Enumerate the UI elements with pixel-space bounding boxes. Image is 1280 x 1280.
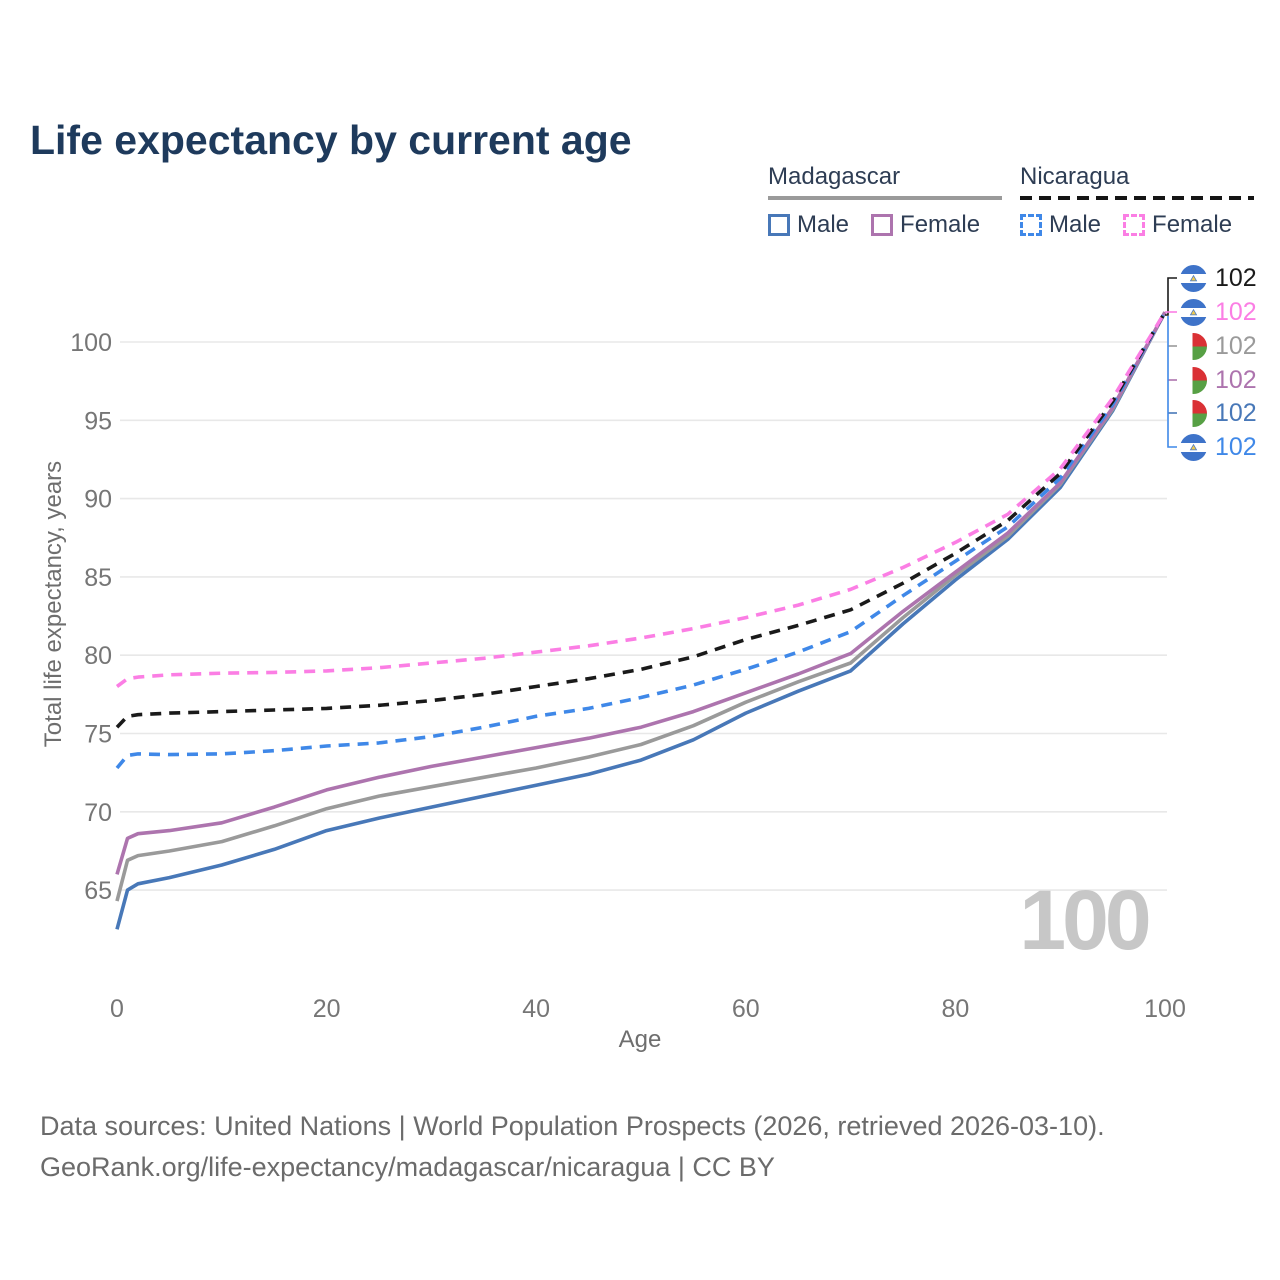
x-tick-label: 20 [313, 995, 341, 1023]
x-axis-title: Age [618, 1026, 662, 1053]
series-end-label-nicaragua-female: 102 [1180, 298, 1257, 326]
series-end-label-madagascar: 102 [1180, 332, 1257, 360]
end-value: 102 [1215, 297, 1257, 326]
age-watermark: 100 [1019, 873, 1151, 967]
series-line-madagascar-male [115, 311, 1167, 930]
legend-label: Male [797, 211, 850, 238]
nicaragua-flag-icon [1180, 298, 1207, 326]
madagascar-female-swatch-icon [871, 214, 894, 236]
series-end-label-nicaragua: 102 [1180, 264, 1257, 292]
y-tick-label: 90 [84, 486, 112, 514]
y-tick-label: 80 [84, 642, 112, 670]
end-label-leader-line [1165, 277, 1177, 316]
end-value: 102 [1215, 331, 1257, 360]
attribution-line: GeoRank.org/life-expectancy/madagascar/n… [40, 1152, 775, 1182]
data-sources-line: Data sources: United Nations | World Pop… [40, 1111, 1105, 1141]
x-tick-label: 40 [522, 995, 550, 1023]
series-line-nicaragua-male [115, 311, 1167, 770]
page-title: Life expectancy by current age [30, 117, 632, 164]
legend-item-nicaragua-male[interactable]: Male [1020, 211, 1101, 239]
end-label-leader-line [1167, 316, 1177, 448]
legend-linestyle-dashed [1020, 196, 1255, 200]
madagascar-flag-icon [1180, 399, 1207, 427]
y-axis-title: Total life expectancy, years [40, 460, 67, 748]
footer: Data sources: United Nations | World Pop… [40, 1106, 1105, 1188]
y-tick-label: 75 [84, 721, 112, 749]
series-line-madagascar [115, 311, 1167, 902]
legend-country-madagascar: Madagascar [768, 163, 901, 190]
madagascar-flag-icon [1180, 366, 1207, 394]
y-tick-label: 100 [70, 329, 112, 357]
end-value: 102 [1215, 365, 1257, 394]
legend-label: Female [900, 211, 981, 238]
end-value: 102 [1215, 263, 1257, 292]
legend-item-madagascar-female[interactable]: Female [871, 211, 980, 239]
nicaragua-flag-icon [1180, 264, 1207, 292]
series-end-label-madagascar-female: 102 [1180, 366, 1257, 394]
x-tick-label: 100 [1144, 995, 1186, 1023]
y-tick-label: 85 [84, 564, 112, 592]
legend-linestyle-solid [768, 196, 1003, 200]
legend-group-nicaragua: Nicaragua Male Female [1020, 163, 1255, 239]
x-tick-label: 80 [941, 995, 969, 1023]
y-tick-label: 70 [84, 799, 112, 827]
legend-label: Male [1049, 211, 1102, 238]
series-end-label-nicaragua-male: 102 [1180, 433, 1257, 461]
x-tick-label: 60 [732, 995, 760, 1023]
legend-label: Female [1152, 211, 1233, 238]
series-line-madagascar-female [115, 311, 1167, 875]
series-line-nicaragua [115, 311, 1167, 729]
nicaragua-flag-icon [1180, 433, 1207, 461]
y-tick-label: 95 [84, 407, 112, 435]
end-value: 102 [1215, 398, 1257, 427]
y-tick-label: 65 [84, 877, 112, 905]
series-end-label-madagascar-male: 102 [1180, 399, 1257, 427]
nicaragua-male-swatch-icon [1020, 214, 1042, 236]
legend-item-madagascar-male[interactable]: Male [768, 211, 849, 239]
nicaragua-female-swatch-icon [1123, 214, 1146, 236]
legend-item-nicaragua-female[interactable]: Female [1123, 211, 1232, 239]
madagascar-male-swatch-icon [768, 214, 790, 236]
end-value: 102 [1215, 432, 1257, 461]
legend-group-madagascar: Madagascar Male Female [768, 163, 1003, 239]
madagascar-flag-icon [1180, 332, 1207, 360]
series-line-nicaragua-female [115, 311, 1167, 688]
x-tick-label: 0 [110, 995, 124, 1023]
legend-country-nicaragua: Nicaragua [1020, 163, 1130, 190]
